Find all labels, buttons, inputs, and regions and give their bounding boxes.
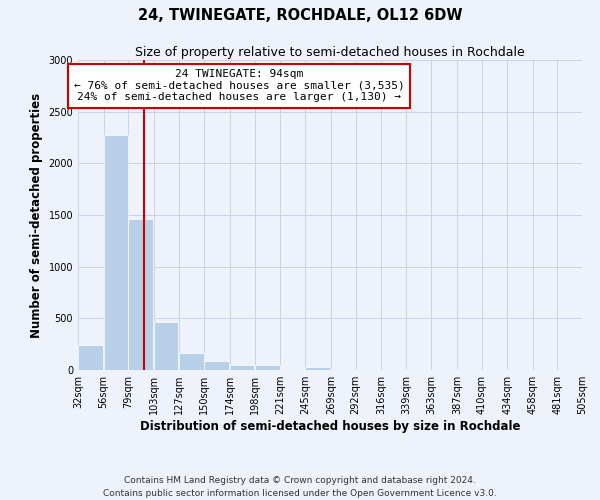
Title: Size of property relative to semi-detached houses in Rochdale: Size of property relative to semi-detach…: [135, 46, 525, 59]
Bar: [230, 365, 254, 370]
Y-axis label: Number of semi-detached properties: Number of semi-detached properties: [30, 92, 43, 338]
Bar: [154, 322, 178, 370]
Bar: [78, 345, 103, 370]
Bar: [104, 136, 128, 370]
Bar: [179, 354, 204, 370]
Text: 24 TWINEGATE: 94sqm
← 76% of semi-detached houses are smaller (3,535)
24% of sem: 24 TWINEGATE: 94sqm ← 76% of semi-detach…: [74, 70, 404, 102]
Bar: [305, 367, 330, 370]
Bar: [128, 219, 153, 370]
X-axis label: Distribution of semi-detached houses by size in Rochdale: Distribution of semi-detached houses by …: [140, 420, 520, 433]
Bar: [204, 360, 229, 370]
Text: 24, TWINEGATE, ROCHDALE, OL12 6DW: 24, TWINEGATE, ROCHDALE, OL12 6DW: [138, 8, 462, 22]
Bar: [255, 365, 280, 370]
Text: Contains HM Land Registry data © Crown copyright and database right 2024.
Contai: Contains HM Land Registry data © Crown c…: [103, 476, 497, 498]
